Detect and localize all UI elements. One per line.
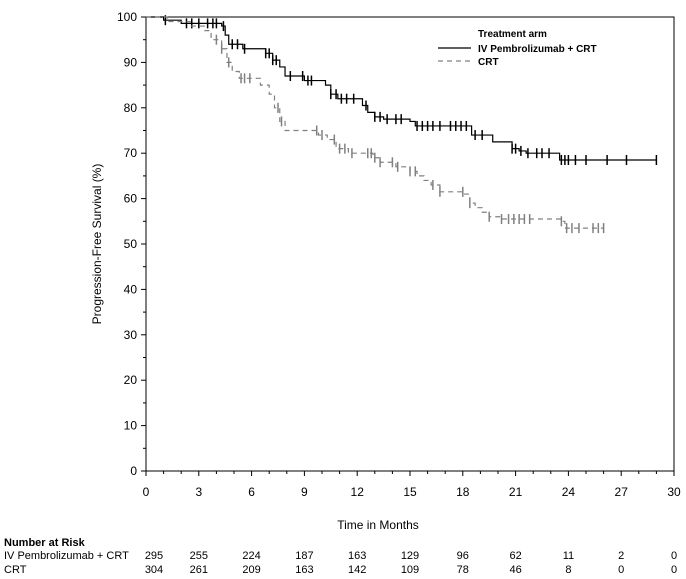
- risk-value: 11: [563, 550, 574, 562]
- x-tick-label: 18: [456, 485, 470, 499]
- risk-value: 255: [190, 550, 208, 562]
- risk-table: Number at Risk IV Pembrolizumab + CRT CR…: [4, 537, 677, 576]
- km-curve-crt: [146, 16, 604, 229]
- x-tick-label: 9: [301, 485, 308, 499]
- y-tick-label: 40: [124, 282, 138, 296]
- risk-table-title: Number at Risk: [4, 537, 86, 549]
- risk-value: 46: [509, 564, 521, 576]
- x-axis-label: Time in Months: [337, 518, 419, 532]
- risk-value: 0: [671, 550, 677, 562]
- y-tick-label: 10: [124, 419, 138, 433]
- x-tick-label: 24: [562, 485, 576, 499]
- risk-value: 163: [348, 550, 366, 562]
- risk-value: 163: [295, 564, 313, 576]
- risk-value: 187: [295, 550, 313, 562]
- x-tick-label: 30: [667, 485, 681, 499]
- axes: 0 10 20 30 40 50 60 70 80 90 100 0 3 6 9 12 15 18 21 24 27 30: [117, 10, 681, 499]
- risk-value: 209: [242, 564, 260, 576]
- legend: Treatment arm IV Pembrolizumab + CRT CRT: [438, 29, 597, 68]
- risk-value: 129: [401, 550, 419, 562]
- x-tick-label: 3: [195, 485, 202, 499]
- y-tick-label: 0: [130, 464, 137, 478]
- x-tick-label: 15: [403, 485, 417, 499]
- y-tick-label: 20: [124, 373, 138, 387]
- km-curve-pembro: [146, 16, 657, 161]
- risk-value: 261: [190, 564, 208, 576]
- x-tick-label: 27: [615, 485, 629, 499]
- y-tick-label: 50: [124, 237, 138, 251]
- risk-value: 2: [618, 550, 624, 562]
- legend-title: Treatment arm: [478, 29, 547, 40]
- risk-value: 295: [145, 550, 163, 562]
- risk-value: 62: [509, 550, 521, 562]
- risk-row-label-pembro: IV Pembrolizumab + CRT: [4, 550, 129, 562]
- y-axis-label: Progression-Free Survival (%): [90, 164, 104, 325]
- legend-label-pembro: IV Pembrolizumab + CRT: [478, 44, 597, 55]
- x-tick-label: 6: [248, 485, 255, 499]
- y-tick-label: 70: [124, 146, 138, 160]
- x-tick-label: 21: [509, 485, 523, 499]
- curves: [146, 15, 658, 234]
- risk-value: 109: [401, 564, 419, 576]
- risk-row-label-crt: CRT: [4, 564, 27, 576]
- plot-frame: [145, 16, 675, 472]
- x-tick-label: 0: [143, 485, 150, 499]
- x-tick-label: 12: [351, 485, 365, 499]
- legend-label-crt: CRT: [478, 57, 499, 68]
- y-tick-label: 90: [124, 55, 138, 69]
- risk-value: 96: [457, 550, 469, 562]
- risk-value: 78: [457, 564, 469, 576]
- risk-value: 224: [242, 550, 260, 562]
- risk-value: 0: [671, 564, 677, 576]
- risk-value: 142: [348, 564, 366, 576]
- risk-value: 304: [145, 564, 163, 576]
- y-tick-label: 60: [124, 192, 138, 206]
- y-tick-label: 30: [124, 328, 138, 342]
- risk-value: 8: [565, 564, 571, 576]
- y-tick-label: 100: [117, 10, 137, 24]
- y-tick-label: 80: [124, 101, 138, 115]
- risk-value: 0: [618, 564, 624, 576]
